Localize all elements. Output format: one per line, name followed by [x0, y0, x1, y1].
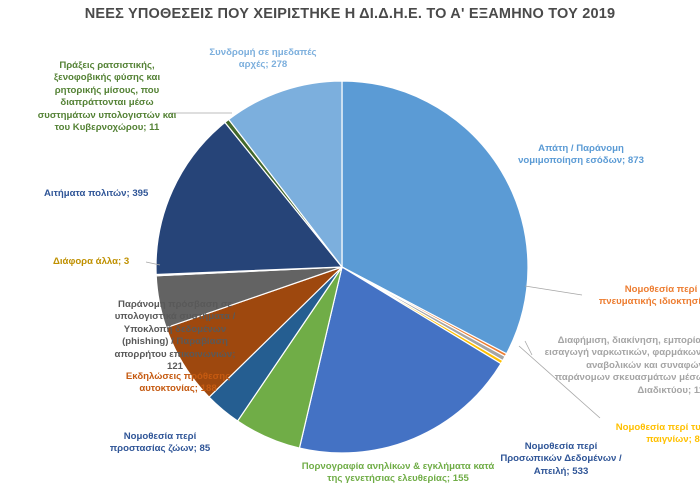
data-label: Εκδηλώσεις πρόθεσης αυτοκτονίας; 188: [125, 371, 231, 395]
data-label: Διάφορα άλλα; 3: [53, 256, 130, 267]
data-label: Παράνομη πρόσβαση σε υπολογιστικά συστήμ…: [114, 299, 236, 373]
data-label: Διαφήμιση, διακίνηση, εμπορία, εισαγωγή …: [544, 335, 700, 396]
chart-title: ΝΕΕΣ ΥΠΟΘΕΣΕΙΣ ΠΟΥ ΧΕΙΡΙΣΤΗΚΕ Η ΔΙ.Δ.Η.Ε…: [84, 6, 616, 22]
data-label: Νομοθεσία περί προστασίας ζώων; 85: [109, 431, 211, 455]
data-label: Πορνογραφία ανηλίκων & εγκλήματα κατά τη…: [301, 461, 495, 485]
pie-slice: [155, 121, 344, 276]
pie-slice: [227, 80, 343, 269]
data-label: Νομοθεσία περί Προσωπικών Δεδομένων / Απ…: [500, 441, 622, 477]
data-label: Νομοθεσία περί πνευματικής ιδιοκτησίας; …: [598, 284, 700, 308]
data-label: Πράξεις ρατσιστικής, ξενοφοβικής φύσης κ…: [37, 60, 177, 134]
leader-line: [518, 345, 601, 419]
pie-slice: [298, 266, 502, 454]
data-label: Νομοθεσία περί τυχερών παιγνίων; 8: [615, 422, 700, 446]
leader-line: [524, 285, 583, 296]
data-label: Συνδρομή σε ημεδαπές αρχές; 278: [209, 47, 317, 71]
data-label: Αιτήματα πολιτών; 395: [44, 188, 149, 199]
leader-line: [145, 261, 161, 266]
pie-slice: [341, 80, 529, 355]
data-label: Απάτη / Παράνομη νομιμοποίηση εσόδων; 87…: [518, 143, 644, 167]
leader-line: [524, 340, 533, 356]
